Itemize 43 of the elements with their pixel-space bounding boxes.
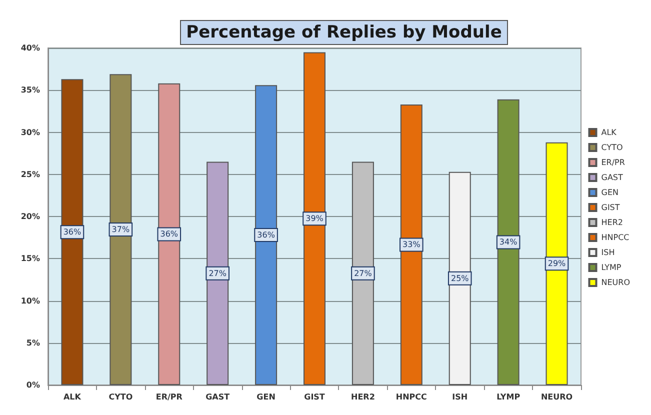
y-tick-label: 0% [26, 380, 40, 390]
data-label: 37% [112, 225, 130, 234]
data-label: 36% [257, 230, 276, 240]
legend-label: ALK [601, 128, 618, 137]
x-tick-label: HNPCC [396, 392, 428, 402]
data-label: 27% [354, 268, 372, 278]
legend-label: ISH [601, 248, 615, 257]
x-tick-label: ALK [63, 392, 82, 402]
y-tick-label: 35% [20, 86, 40, 95]
y-tick-label: 30% [20, 128, 40, 137]
legend-label: GEN [601, 188, 619, 197]
y-tick-label: 25% [20, 170, 40, 179]
data-label: 25% [450, 274, 470, 283]
y-tick-label: 15% [20, 254, 40, 264]
x-tick-label: GAST [206, 392, 230, 402]
legend-label: HNPCC [601, 233, 630, 242]
legend-label: HER2 [601, 218, 623, 227]
y-tick-label: 20% [20, 212, 40, 221]
x-tick-label: ER/PR [156, 392, 182, 402]
y-tick-label: 40% [20, 44, 40, 52]
legend-label: NEURO [601, 278, 630, 287]
legend-label: ER/PR [601, 158, 626, 167]
legend-label: GIST [601, 203, 620, 212]
legend-label: CYTO [601, 143, 623, 152]
data-label: 39% [306, 214, 324, 224]
legend-label: LYMP [601, 263, 622, 272]
x-tick-label: GIST [304, 392, 326, 402]
y-tick-label: 10% [20, 296, 40, 306]
data-label: 27% [208, 268, 227, 278]
x-tick-label: HER2 [351, 392, 375, 402]
x-tick-label: GEN [256, 392, 276, 402]
chart-title: Percentage of Replies by Module [186, 22, 502, 42]
data-label: 29% [548, 259, 566, 268]
data-label: 36% [160, 230, 178, 239]
x-tick-label: NEURO [540, 392, 573, 402]
x-tick-label: CYTO [108, 392, 133, 402]
y-tick-label: 5% [26, 338, 40, 348]
data-label: 34% [499, 238, 518, 247]
data-label: 36% [63, 228, 82, 237]
data-label: 33% [402, 240, 421, 250]
x-tick-label: ISH [452, 392, 468, 402]
x-tick-label: LYMP [496, 392, 520, 402]
legend-label: GAST [601, 173, 623, 182]
